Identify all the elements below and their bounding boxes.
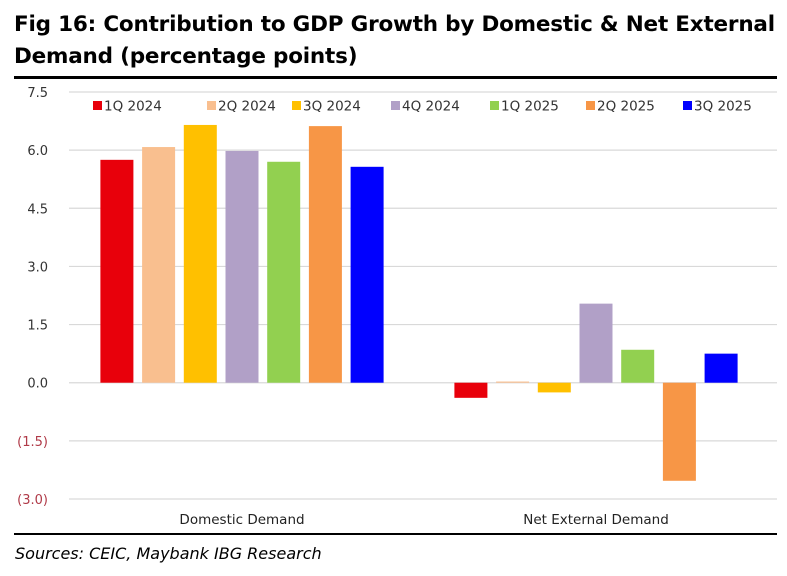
bar-3q-2025-net-external-demand: [704, 353, 738, 383]
source-note: Sources: CEIC, Maybank IBG Research: [15, 544, 322, 563]
bar-1q-2024-net-external-demand: [454, 382, 488, 398]
y-tick-label: 4.5: [27, 202, 48, 217]
y-tick-label: 0.0: [27, 377, 48, 392]
y-tick-label: (3.0): [17, 493, 48, 508]
legend-label: 1Q 2025: [501, 99, 559, 115]
bar-3q-2024-net-external-demand: [537, 382, 571, 393]
y-tick-label: 7.5: [27, 86, 48, 101]
legend-item: 2Q 2025: [586, 99, 655, 115]
y-tick-label: 6.0: [27, 144, 48, 159]
legend-label: 2Q 2024: [218, 99, 276, 115]
bar-4q-2024-domestic-demand: [225, 150, 259, 383]
bar-2q-2025-net-external-demand: [662, 382, 696, 481]
legend-swatch: [207, 101, 216, 110]
legend-swatch: [391, 101, 400, 110]
figure-title: Fig 16: Contribution to GDP Growth by Do…: [14, 12, 775, 69]
y-axis-ticks: 7.5 6.0 4.5 3.0 1.5 0.0 (1.5) (3.0): [17, 86, 48, 508]
legend-item: 1Q 2025: [490, 99, 559, 115]
title-rule: [14, 76, 777, 79]
bar-1q-2025-domestic-demand: [267, 161, 301, 383]
bar-3q-2024-domestic-demand: [183, 124, 217, 383]
legend-swatch: [490, 101, 499, 110]
bar-1q-2025-net-external-demand: [621, 349, 655, 383]
legend-label: 1Q 2024: [104, 99, 162, 115]
x-axis-categories: Domestic Demand Net External Demand: [179, 512, 668, 528]
legend-label: 3Q 2025: [694, 99, 752, 115]
x-category-label: Domestic Demand: [179, 512, 304, 528]
bar-2q-2024-net-external-demand: [496, 381, 530, 383]
legend-swatch: [683, 101, 692, 110]
bars: [100, 124, 738, 481]
legend-item: 2Q 2024: [207, 99, 276, 115]
legend-swatch: [93, 101, 102, 110]
bar-3q-2025-domestic-demand: [350, 166, 384, 383]
legend-item: 1Q 2024: [93, 99, 162, 115]
legend: 1Q 2024 2Q 2024 3Q 2024 4Q 2024 1Q 2025 2Q 20…: [93, 99, 752, 115]
legend-label: 3Q 2024: [303, 99, 361, 115]
bar-2q-2024-domestic-demand: [142, 147, 176, 383]
bar-1q-2024-domestic-demand: [100, 159, 134, 383]
legend-swatch: [292, 101, 301, 110]
y-tick-label: 3.0: [27, 260, 48, 275]
y-tick-label: 1.5: [27, 319, 48, 334]
bar-2q-2025-domestic-demand: [308, 126, 342, 383]
legend-label: 4Q 2024: [402, 99, 460, 115]
legend-item: 3Q 2024: [292, 99, 361, 115]
footer-rule: [14, 533, 777, 535]
bar-4q-2024-net-external-demand: [579, 303, 613, 383]
legend-item: 3Q 2025: [683, 99, 752, 115]
legend-swatch: [586, 101, 595, 110]
legend-label: 2Q 2025: [597, 99, 655, 115]
x-category-label: Net External Demand: [523, 512, 669, 528]
legend-item: 4Q 2024: [391, 99, 460, 115]
y-tick-label: (1.5): [17, 435, 48, 450]
